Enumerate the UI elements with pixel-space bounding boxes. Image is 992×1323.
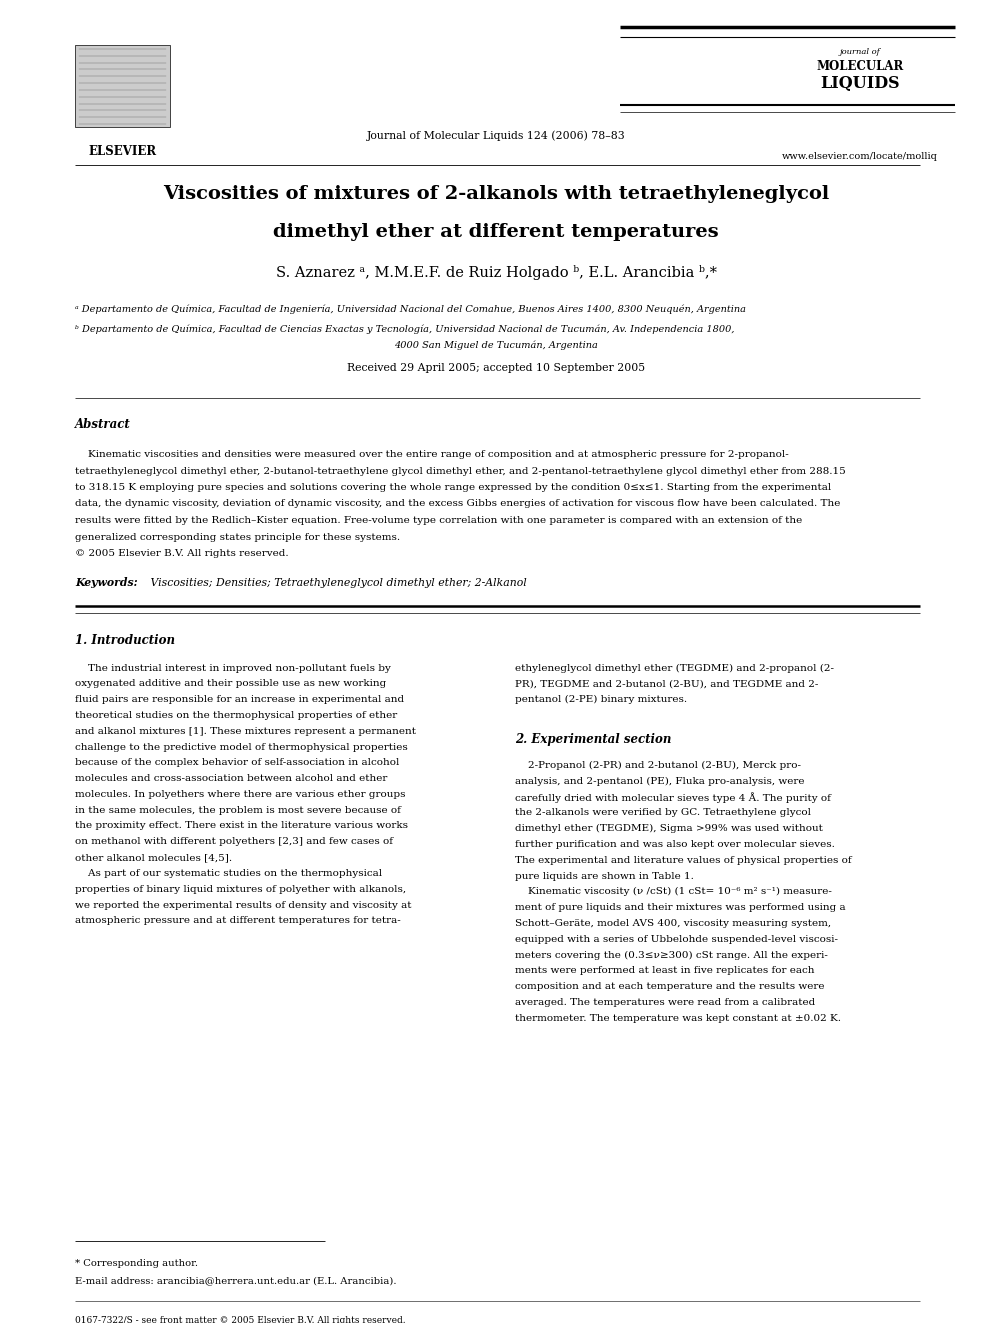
Text: ethyleneglycol dimethyl ether (TEGDME) and 2-propanol (2-: ethyleneglycol dimethyl ether (TEGDME) a… xyxy=(515,664,834,672)
Text: ments were performed at least in five replicates for each: ments were performed at least in five re… xyxy=(515,966,814,975)
Text: Abstract: Abstract xyxy=(75,418,131,431)
Text: and alkanol mixtures [1]. These mixtures represent a permanent: and alkanol mixtures [1]. These mixtures… xyxy=(75,726,416,736)
Text: www.elsevier.com/locate/molliq: www.elsevier.com/locate/molliq xyxy=(782,152,938,161)
Text: molecules. In polyethers where there are various ether groups: molecules. In polyethers where there are… xyxy=(75,790,406,799)
Text: PR), TEGDME and 2-butanol (2-BU), and TEGDME and 2-: PR), TEGDME and 2-butanol (2-BU), and TE… xyxy=(515,679,818,688)
Text: pure liquids are shown in Table 1.: pure liquids are shown in Table 1. xyxy=(515,872,693,881)
Text: 2. Experimental section: 2. Experimental section xyxy=(515,733,672,746)
Text: ᵇ Departamento de Química, Facultad de Ciencias Exactas y Tecnología, Universida: ᵇ Departamento de Química, Facultad de C… xyxy=(75,325,734,335)
Text: journal of: journal of xyxy=(839,48,880,56)
Text: fluid pairs are responsible for an increase in experimental and: fluid pairs are responsible for an incre… xyxy=(75,695,404,704)
Text: tetraethyleneglycol dimethyl ether, 2-butanol-tetraethylene glycol dimethyl ethe: tetraethyleneglycol dimethyl ether, 2-bu… xyxy=(75,467,846,475)
Text: 0167-7322/S - see front matter © 2005 Elsevier B.V. All rights reserved.: 0167-7322/S - see front matter © 2005 El… xyxy=(75,1316,406,1323)
Text: meters covering the (0.3≤ν≥300) cSt range. All the experi-: meters covering the (0.3≤ν≥300) cSt rang… xyxy=(515,950,828,959)
Text: analysis, and 2-pentanol (PE), Fluka pro-analysis, were: analysis, and 2-pentanol (PE), Fluka pro… xyxy=(515,777,805,786)
Text: MOLECULAR: MOLECULAR xyxy=(816,60,904,73)
Text: on methanol with different polyethers [2,3] and few cases of: on methanol with different polyethers [2… xyxy=(75,837,393,847)
Text: further purification and was also kept over molecular sieves.: further purification and was also kept o… xyxy=(515,840,835,849)
Text: As part of our systematic studies on the thermophysical: As part of our systematic studies on the… xyxy=(75,869,382,878)
Text: Viscosities; Densities; Tetraethyleneglycol dimethyl ether; 2-Alkanol: Viscosities; Densities; Tetraethylenegly… xyxy=(147,578,527,587)
Bar xyxy=(75,45,170,127)
Text: the 2-alkanols were verified by GC. Tetraethylene glycol: the 2-alkanols were verified by GC. Tetr… xyxy=(515,808,811,818)
Text: S. Aznarez ᵃ, M.M.E.F. de Ruiz Holgado ᵇ, E.L. Arancibia ᵇ,*: S. Aznarez ᵃ, M.M.E.F. de Ruiz Holgado ᵇ… xyxy=(276,265,716,280)
Text: dimethyl ether at different temperatures: dimethyl ether at different temperatures xyxy=(273,224,719,241)
Text: ᵃ Departamento de Química, Facultad de Ingeniería, Universidad Nacional del Coma: ᵃ Departamento de Química, Facultad de I… xyxy=(75,306,746,315)
Text: oxygenated additive and their possible use as new working: oxygenated additive and their possible u… xyxy=(75,679,386,688)
Text: dimethyl ether (TEGDME), Sigma >99% was used without: dimethyl ether (TEGDME), Sigma >99% was … xyxy=(515,824,823,833)
Text: LIQUIDS: LIQUIDS xyxy=(820,75,900,93)
Text: thermometer. The temperature was kept constant at ±0.02 K.: thermometer. The temperature was kept co… xyxy=(515,1013,841,1023)
Text: averaged. The temperatures were read from a calibrated: averaged. The temperatures were read fro… xyxy=(515,998,815,1007)
Text: E-mail address: arancibia@herrera.unt.edu.ar (E.L. Arancibia).: E-mail address: arancibia@herrera.unt.ed… xyxy=(75,1275,397,1285)
Text: equipped with a series of Ubbelohde suspended-level viscosi-: equipped with a series of Ubbelohde susp… xyxy=(515,935,838,943)
Text: in the same molecules, the problem is most severe because of: in the same molecules, the problem is mo… xyxy=(75,806,401,815)
Text: to 318.15 K employing pure species and solutions covering the whole range expres: to 318.15 K employing pure species and s… xyxy=(75,483,831,492)
Text: challenge to the predictive model of thermophysical properties: challenge to the predictive model of the… xyxy=(75,742,408,751)
Text: other alkanol molecules [4,5].: other alkanol molecules [4,5]. xyxy=(75,853,232,863)
Text: ment of pure liquids and their mixtures was performed using a: ment of pure liquids and their mixtures … xyxy=(515,904,845,912)
Text: Kinematic viscosities and densities were measured over the entire range of compo: Kinematic viscosities and densities were… xyxy=(75,450,789,459)
Text: Keywords:: Keywords: xyxy=(75,578,138,589)
Text: Viscosities of mixtures of 2-alkanols with tetraethyleneglycol: Viscosities of mixtures of 2-alkanols wi… xyxy=(163,185,829,202)
Text: carefully dried with molecular sieves type 4 Å. The purity of: carefully dried with molecular sieves ty… xyxy=(515,792,831,803)
Text: properties of binary liquid mixtures of polyether with alkanols,: properties of binary liquid mixtures of … xyxy=(75,885,406,894)
Text: © 2005 Elsevier B.V. All rights reserved.: © 2005 Elsevier B.V. All rights reserved… xyxy=(75,549,289,558)
Text: ELSEVIER: ELSEVIER xyxy=(88,146,157,157)
Text: * Corresponding author.: * Corresponding author. xyxy=(75,1259,198,1267)
Text: data, the dynamic viscosity, deviation of dynamic viscosity, and the excess Gibb: data, the dynamic viscosity, deviation o… xyxy=(75,500,840,508)
Text: Received 29 April 2005; accepted 10 September 2005: Received 29 April 2005; accepted 10 Sept… xyxy=(347,363,645,373)
Text: generalized corresponding states principle for these systems.: generalized corresponding states princip… xyxy=(75,532,400,541)
Text: Schott–Geräte, model AVS 400, viscosity measuring system,: Schott–Geräte, model AVS 400, viscosity … xyxy=(515,919,831,927)
Text: the proximity effect. There exist in the literature various works: the proximity effect. There exist in the… xyxy=(75,822,408,831)
Text: theoretical studies on the thermophysical properties of ether: theoretical studies on the thermophysica… xyxy=(75,710,397,720)
Text: pentanol (2-PE) binary mixtures.: pentanol (2-PE) binary mixtures. xyxy=(515,695,687,704)
Text: molecules and cross-association between alcohol and ether: molecules and cross-association between … xyxy=(75,774,387,783)
Text: atmospheric pressure and at different temperatures for tetra-: atmospheric pressure and at different te… xyxy=(75,917,401,925)
Text: Journal of Molecular Liquids 124 (2006) 78–83: Journal of Molecular Liquids 124 (2006) … xyxy=(367,130,625,140)
Text: we reported the experimental results of density and viscosity at: we reported the experimental results of … xyxy=(75,901,412,909)
Text: The industrial interest in improved non-pollutant fuels by: The industrial interest in improved non-… xyxy=(75,664,391,672)
Text: results were fitted by the Redlich–Kister equation. Free-volume type correlation: results were fitted by the Redlich–Kiste… xyxy=(75,516,803,525)
Text: Kinematic viscosity (ν /cSt) (1 cSt= 10⁻⁶ m² s⁻¹) measure-: Kinematic viscosity (ν /cSt) (1 cSt= 10⁻… xyxy=(515,888,832,897)
Text: because of the complex behavior of self-association in alcohol: because of the complex behavior of self-… xyxy=(75,758,400,767)
Text: composition and at each temperature and the results were: composition and at each temperature and … xyxy=(515,982,824,991)
Text: 2-Propanol (2-PR) and 2-butanol (2-BU), Merck pro-: 2-Propanol (2-PR) and 2-butanol (2-BU), … xyxy=(515,761,801,770)
Text: The experimental and literature values of physical properties of: The experimental and literature values o… xyxy=(515,856,851,865)
Text: 4000 San Miguel de Tucumán, Argentina: 4000 San Miguel de Tucumán, Argentina xyxy=(394,341,598,351)
Text: 1. Introduction: 1. Introduction xyxy=(75,634,175,647)
